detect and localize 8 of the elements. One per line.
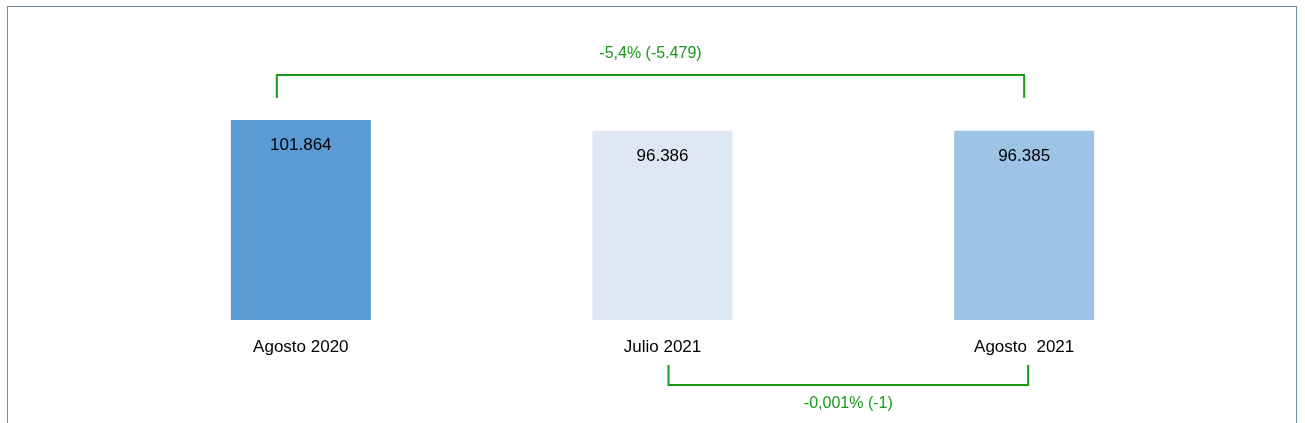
x-tick-label: Julio 2021 <box>623 337 702 356</box>
data-label: 101.864 <box>270 135 332 154</box>
text: -0,001% (-1) <box>803 394 893 412</box>
text: -5,4% (-5.479) <box>599 44 702 62</box>
x-tick-label: Agosto 2021 <box>974 337 1075 356</box>
x-tick-label: Agosto 2020 <box>253 337 349 356</box>
data-label: 96.386 <box>636 145 689 165</box>
data-label: 96.385 <box>998 145 1051 165</box>
